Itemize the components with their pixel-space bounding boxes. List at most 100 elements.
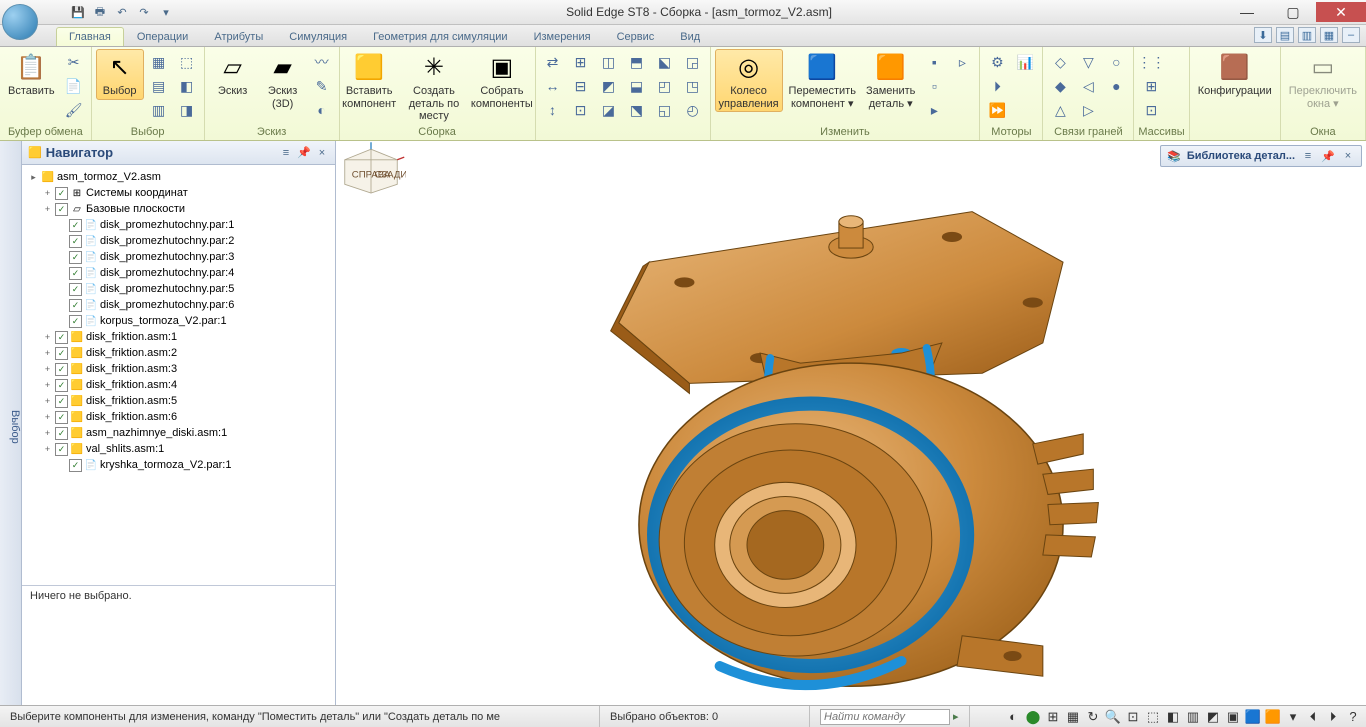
parts-options-icon[interactable]: ≡ (1301, 149, 1315, 163)
checkbox[interactable]: ✓ (69, 267, 82, 280)
window-view2-icon[interactable]: ▥ (1298, 27, 1316, 43)
checkbox[interactable]: ✓ (69, 459, 82, 472)
tree-row-9[interactable]: +✓🟨disk_friktion.asm:1 (24, 329, 333, 345)
checkbox[interactable]: ✓ (55, 203, 68, 216)
checkbox[interactable]: ✓ (69, 299, 82, 312)
navigator-close-icon[interactable]: × (315, 146, 329, 160)
ribbon-small-4-2[interactable]: ↕ (542, 99, 564, 121)
status-icon-11[interactable]: ◩ (1204, 708, 1222, 726)
ribbon-button-3-2[interactable]: ▣Собратькомпоненты (473, 49, 530, 112)
ribbon-small-1-1[interactable]: ▤ (148, 75, 170, 97)
checkbox[interactable]: ✓ (69, 315, 82, 328)
twisty-icon[interactable]: + (42, 380, 53, 390)
status-icon-17[interactable]: ⏵ (1324, 708, 1342, 726)
twisty-icon[interactable]: + (42, 396, 53, 406)
navigator-options-icon[interactable]: ≡ (279, 146, 293, 160)
ribbon-tab-2[interactable]: Атрибуты (201, 27, 276, 46)
status-icon-6[interactable]: 🔍 (1104, 708, 1122, 726)
status-icon-15[interactable]: ▾ (1284, 708, 1302, 726)
sidebar-tab-select[interactable]: Выбор (0, 141, 22, 705)
twisty-icon[interactable]: + (42, 332, 53, 342)
ribbon-small-4-16[interactable]: ◳ (682, 75, 704, 97)
twisty-icon[interactable]: + (42, 412, 53, 422)
checkbox[interactable]: ✓ (55, 443, 68, 456)
parts-close-icon[interactable]: × (1341, 149, 1355, 163)
ribbon-small-4-12[interactable]: ⬕ (654, 51, 676, 73)
ribbon-button-2-1[interactable]: ▰Эскиз(3D) (259, 49, 307, 112)
window-view1-icon[interactable]: ▤ (1276, 27, 1294, 43)
ribbon-tab-1[interactable]: Операции (124, 27, 201, 46)
find-go-icon[interactable]: ▸ (953, 710, 959, 723)
close-button[interactable]: ✕ (1316, 2, 1366, 22)
ribbon-small-2-2[interactable]: ◐ (311, 99, 333, 121)
status-icon-18[interactable]: ? (1344, 708, 1362, 726)
checkbox[interactable]: ✓ (55, 331, 68, 344)
status-icon-14[interactable]: 🟧 (1264, 708, 1282, 726)
ribbon-small-7-0[interactable]: ◇ (1049, 51, 1071, 73)
tree-row-4[interactable]: ✓📄disk_promezhutochny.par:3 (24, 249, 333, 265)
navigator-tree[interactable]: ▸ 🟨 asm_tormoz_V2.asm +✓⊞Системы координ… (22, 165, 335, 585)
tree-row-7[interactable]: ✓📄disk_promezhutochny.par:6 (24, 297, 333, 313)
qat-save-icon[interactable]: 💾 (70, 4, 86, 20)
navigator-pin-icon[interactable]: 📌 (297, 146, 311, 160)
checkbox[interactable]: ✓ (55, 379, 68, 392)
ribbon-small-6-1[interactable]: ⏵ (986, 75, 1008, 97)
ribbon-small-5-2[interactable]: ▸ (923, 99, 945, 121)
viewport-3d[interactable]: 📚 Библиотека детал... ≡ 📌 × СПРАВА СЗАДИ (336, 141, 1366, 705)
window-view3-icon[interactable]: ▦ (1320, 27, 1338, 43)
ribbon-small-1-0[interactable]: ▦ (148, 51, 170, 73)
ribbon-small-7-2[interactable]: △ (1049, 99, 1071, 121)
checkbox[interactable]: ✓ (69, 219, 82, 232)
status-icon-1[interactable]: ◐ (1004, 708, 1022, 726)
ribbon-small-7-3[interactable]: ▽ (1077, 51, 1099, 73)
ribbon-tab-0[interactable]: Главная (56, 27, 124, 46)
tree-row-16[interactable]: +✓🟨val_shlits.asm:1 (24, 441, 333, 457)
ribbon-small-6-3[interactable]: 📊 (1014, 51, 1036, 73)
ribbon-button-1-0[interactable]: ↖Выбор (96, 49, 144, 100)
ribbon-button-0-0[interactable]: 📋Вставить (4, 49, 59, 100)
ribbon-small-7-1[interactable]: ◆ (1049, 75, 1071, 97)
tree-row-17[interactable]: ✓📄kryshka_tormoza_V2.par:1 (24, 457, 333, 473)
ribbon-small-7-6[interactable]: ○ (1105, 51, 1127, 73)
ribbon-button-9-0[interactable]: 🟫Конфигурации (1194, 49, 1276, 100)
status-icon-13[interactable]: 🟦 (1244, 708, 1262, 726)
tree-row-15[interactable]: +✓🟨asm_nazhimnye_diski.asm:1 (24, 425, 333, 441)
ribbon-small-6-2[interactable]: ⏩ (986, 99, 1008, 121)
twisty-icon[interactable]: + (42, 348, 53, 358)
ribbon-small-1-5[interactable]: ◨ (176, 99, 198, 121)
ribbon-small-4-0[interactable]: ⇄ (542, 51, 564, 73)
ribbon-small-4-14[interactable]: ◱ (654, 99, 676, 121)
ribbon-small-4-15[interactable]: ◲ (682, 51, 704, 73)
status-icon-10[interactable]: ▥ (1184, 708, 1202, 726)
ribbon-tab-6[interactable]: Сервис (604, 27, 668, 46)
ribbon-small-0-1[interactable]: 📄 (63, 75, 85, 97)
status-icon-7[interactable]: ⊡ (1124, 708, 1142, 726)
ribbon-small-4-11[interactable]: ⬔ (626, 99, 648, 121)
ribbon-small-4-5[interactable]: ⊡ (570, 99, 592, 121)
ribbon-small-5-1[interactable]: ▫ (923, 75, 945, 97)
ribbon-small-2-1[interactable]: ✎ (311, 75, 333, 97)
ribbon-small-1-3[interactable]: ⬚ (176, 51, 198, 73)
ribbon-button-3-1[interactable]: ✳Создатьдеталь по месту (397, 49, 471, 125)
ribbon-small-2-0[interactable]: 〰 (311, 51, 333, 73)
twisty-icon[interactable]: ▸ (28, 172, 39, 183)
status-icon-2[interactable]: ⬤ (1024, 708, 1042, 726)
twisty-icon[interactable]: + (42, 444, 53, 454)
status-icon-4[interactable]: ▦ (1064, 708, 1082, 726)
tree-row-6[interactable]: ✓📄disk_promezhutochny.par:5 (24, 281, 333, 297)
ribbon-tab-4[interactable]: Геометрия для симуляции (360, 27, 521, 46)
checkbox[interactable]: ✓ (55, 411, 68, 424)
ribbon-button-5-2[interactable]: 🟧Заменитьдеталь ▾ (862, 49, 919, 112)
tree-row-2[interactable]: ✓📄disk_promezhutochny.par:1 (24, 217, 333, 233)
ribbon-small-4-1[interactable]: ↔ (542, 75, 564, 97)
status-icon-12[interactable]: ▣ (1224, 708, 1242, 726)
status-icon-5[interactable]: ↻ (1084, 708, 1102, 726)
ribbon-small-4-3[interactable]: ⊞ (570, 51, 592, 73)
ribbon-small-7-4[interactable]: ◁ (1077, 75, 1099, 97)
checkbox[interactable]: ✓ (69, 283, 82, 296)
help-menu-icon[interactable]: ⬇ (1254, 27, 1272, 43)
tree-row-13[interactable]: +✓🟨disk_friktion.asm:5 (24, 393, 333, 409)
ribbon-button-2-0[interactable]: ▱Эскиз (209, 49, 257, 100)
minimize-ribbon-icon[interactable]: – (1342, 27, 1360, 43)
view-cube[interactable]: СПРАВА СЗАДИ (336, 141, 406, 196)
